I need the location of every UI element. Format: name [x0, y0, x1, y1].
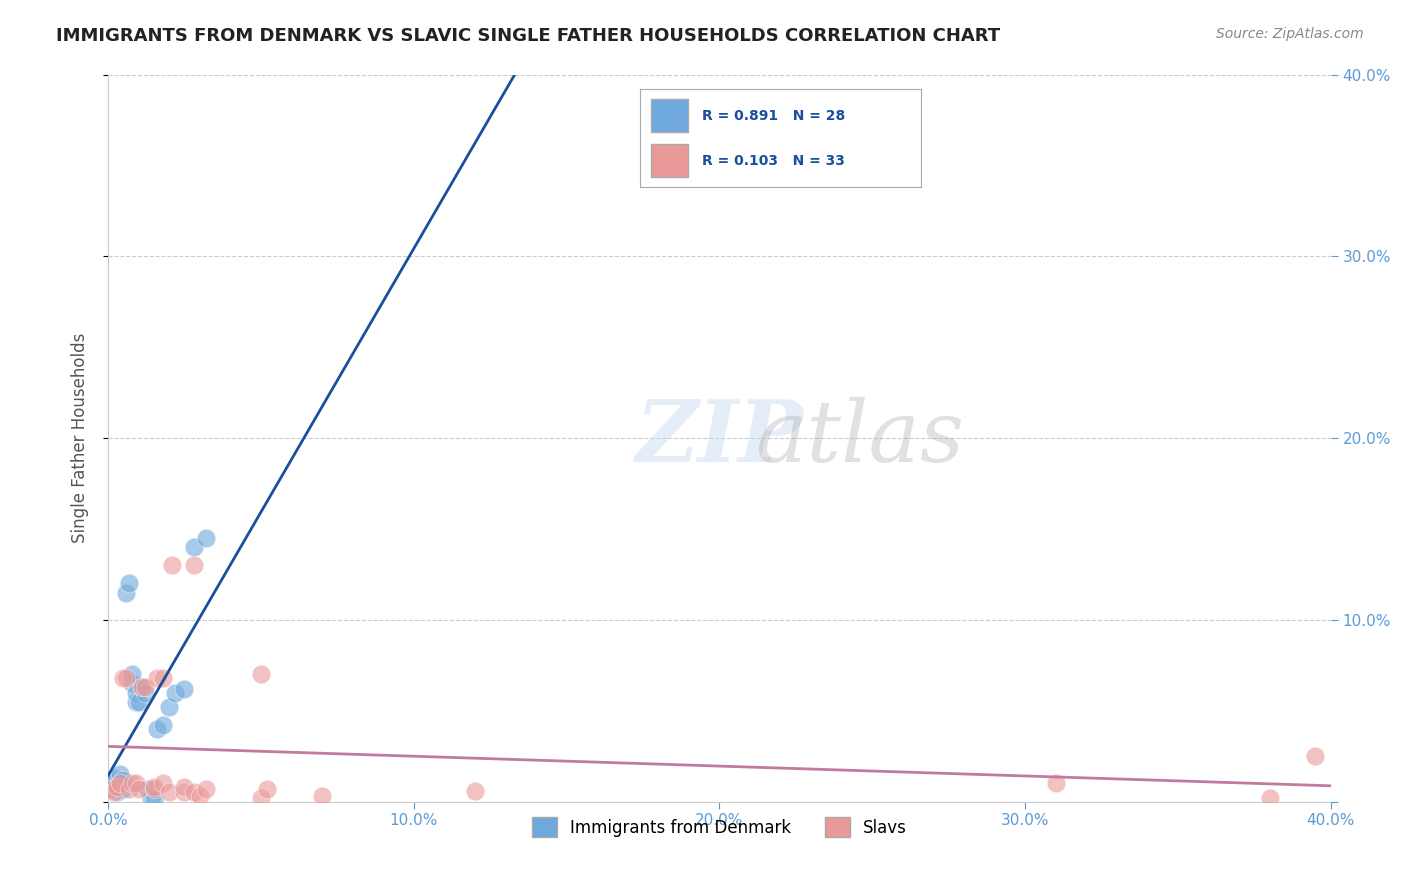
Point	[157, 785, 180, 799]
Point	[115, 671, 138, 685]
Point	[250, 791, 273, 805]
Point	[121, 776, 143, 790]
Point	[110, 767, 132, 781]
Point	[112, 772, 135, 787]
Point	[103, 771, 125, 785]
Point	[103, 785, 125, 799]
Point	[194, 781, 217, 796]
Point	[173, 780, 195, 794]
Legend: Immigrants from Denmark, Slavs: Immigrants from Denmark, Slavs	[526, 811, 914, 844]
Point	[121, 667, 143, 681]
Point	[1258, 791, 1281, 805]
Point	[134, 685, 156, 699]
Point	[464, 783, 486, 797]
Point	[250, 667, 273, 681]
Y-axis label: Single Father Households: Single Father Households	[72, 333, 89, 543]
Point	[124, 685, 146, 699]
Point	[1305, 749, 1327, 764]
Point	[188, 789, 211, 804]
Point	[100, 781, 122, 796]
Point	[118, 576, 141, 591]
Point	[183, 558, 205, 573]
Point	[136, 781, 159, 796]
Text: IMMIGRANTS FROM DENMARK VS SLAVIC SINGLE FATHER HOUSEHOLDS CORRELATION CHART: IMMIGRANTS FROM DENMARK VS SLAVIC SINGLE…	[56, 27, 1000, 45]
Point	[152, 671, 174, 685]
Point	[146, 671, 169, 685]
Point	[152, 776, 174, 790]
Point	[105, 780, 128, 794]
Text: Source: ZipAtlas.com: Source: ZipAtlas.com	[1216, 27, 1364, 41]
Point	[183, 785, 205, 799]
Point	[142, 781, 165, 796]
Point	[124, 776, 146, 790]
Point	[157, 700, 180, 714]
Point	[128, 695, 150, 709]
Point	[194, 531, 217, 545]
Point	[173, 681, 195, 696]
Point	[142, 793, 165, 807]
Text: atlas: atlas	[755, 397, 965, 479]
Point	[110, 776, 132, 790]
Point	[110, 774, 132, 789]
Point	[118, 781, 141, 796]
Point	[311, 789, 333, 804]
Point	[112, 671, 135, 685]
Point	[183, 540, 205, 554]
Point	[105, 780, 128, 794]
Point	[100, 781, 122, 796]
Point	[115, 585, 138, 599]
Point	[1045, 776, 1067, 790]
Point	[173, 785, 195, 799]
Point	[165, 685, 187, 699]
Point	[105, 785, 128, 799]
Point	[128, 781, 150, 796]
Point	[131, 680, 153, 694]
Point	[103, 776, 125, 790]
Point	[112, 781, 135, 796]
Point	[131, 680, 153, 694]
Point	[121, 676, 143, 690]
Point	[256, 781, 278, 796]
Point	[142, 780, 165, 794]
Point	[139, 791, 162, 805]
Point	[134, 680, 156, 694]
Point	[152, 718, 174, 732]
Point	[160, 558, 183, 573]
Point	[124, 695, 146, 709]
Text: ZIP: ZIP	[636, 396, 803, 480]
Point	[146, 722, 169, 736]
